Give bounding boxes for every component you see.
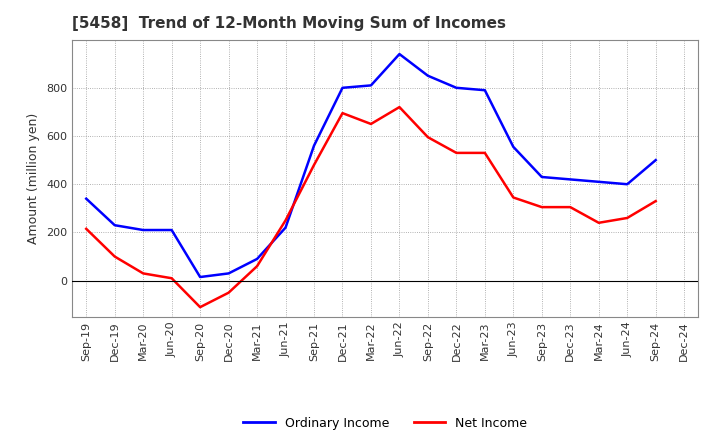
Net Income bbox=[566, 205, 575, 210]
Net Income bbox=[167, 275, 176, 281]
Ordinary Income bbox=[509, 144, 518, 150]
Text: [5458]  Trend of 12-Month Moving Sum of Incomes: [5458] Trend of 12-Month Moving Sum of I… bbox=[72, 16, 506, 32]
Ordinary Income bbox=[537, 174, 546, 180]
Ordinary Income bbox=[338, 85, 347, 91]
Y-axis label: Amount (million yen): Amount (million yen) bbox=[27, 113, 40, 244]
Ordinary Income bbox=[452, 85, 461, 91]
Net Income bbox=[480, 150, 489, 155]
Net Income bbox=[452, 150, 461, 155]
Ordinary Income bbox=[110, 223, 119, 228]
Net Income bbox=[423, 135, 432, 140]
Net Income bbox=[82, 226, 91, 231]
Net Income bbox=[623, 215, 631, 220]
Ordinary Income bbox=[652, 158, 660, 163]
Legend: Ordinary Income, Net Income: Ordinary Income, Net Income bbox=[238, 412, 532, 435]
Ordinary Income bbox=[423, 73, 432, 78]
Net Income bbox=[537, 205, 546, 210]
Net Income bbox=[338, 110, 347, 116]
Ordinary Income bbox=[395, 51, 404, 57]
Net Income bbox=[366, 121, 375, 127]
Ordinary Income bbox=[366, 83, 375, 88]
Net Income bbox=[282, 218, 290, 223]
Ordinary Income bbox=[253, 257, 261, 262]
Net Income bbox=[509, 195, 518, 200]
Ordinary Income bbox=[82, 196, 91, 202]
Ordinary Income bbox=[623, 182, 631, 187]
Net Income bbox=[310, 162, 318, 168]
Ordinary Income bbox=[566, 177, 575, 182]
Ordinary Income bbox=[225, 271, 233, 276]
Net Income bbox=[253, 264, 261, 269]
Net Income bbox=[652, 198, 660, 204]
Line: Ordinary Income: Ordinary Income bbox=[86, 54, 656, 277]
Net Income bbox=[196, 304, 204, 310]
Ordinary Income bbox=[480, 88, 489, 93]
Line: Net Income: Net Income bbox=[86, 107, 656, 307]
Net Income bbox=[225, 290, 233, 295]
Ordinary Income bbox=[139, 227, 148, 233]
Net Income bbox=[395, 104, 404, 110]
Ordinary Income bbox=[595, 179, 603, 184]
Ordinary Income bbox=[282, 225, 290, 230]
Ordinary Income bbox=[167, 227, 176, 233]
Net Income bbox=[595, 220, 603, 225]
Ordinary Income bbox=[196, 275, 204, 280]
Net Income bbox=[110, 254, 119, 259]
Ordinary Income bbox=[310, 143, 318, 148]
Net Income bbox=[139, 271, 148, 276]
